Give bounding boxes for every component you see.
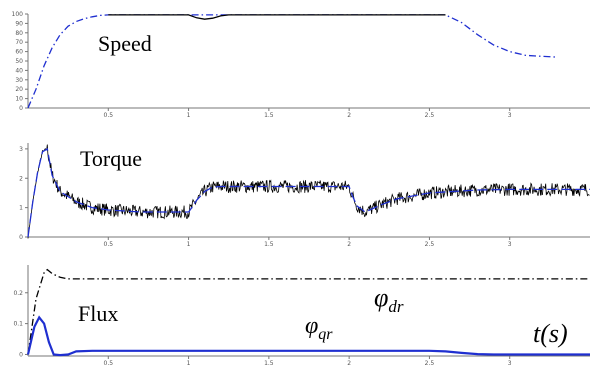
torque-label: Torque: [80, 146, 142, 171]
speed-series-line-0: [27, 14, 558, 109]
flux-y-tick-label: 0.1: [13, 321, 23, 328]
phi-dr-base: φ: [374, 283, 388, 312]
torque-panel: 0.5 1 1.5 2 2.5 3 3 2 1 0 Torque: [19, 143, 590, 248]
torque-y-tick-label: 1: [19, 205, 23, 212]
flux-x-tick-label: 2: [347, 360, 351, 367]
speed-x-tick-label: 2: [347, 112, 351, 119]
flux-y-tick-label: 0.2: [13, 290, 23, 297]
flux-series-line-0: [27, 268, 590, 355]
speed-y-tick-label: 20: [15, 86, 23, 93]
flux-label: Flux: [78, 301, 118, 326]
speed-y-tick-label: 60: [15, 49, 23, 56]
torque-x-tick-label: 3: [508, 241, 512, 248]
torque-y-tick-label: 3: [19, 146, 23, 153]
speed-x-tick-label: 2.5: [425, 112, 435, 119]
time-axis-label: t(s): [533, 319, 568, 348]
torque-y-tick-label: 2: [19, 175, 23, 182]
torque-x-tick-label: 1.5: [264, 241, 274, 248]
speed-x-tick-label: 3: [508, 112, 512, 119]
speed-y-tick-label: 10: [15, 96, 23, 103]
flux-x-tick-label: 3: [508, 360, 512, 367]
flux-x-tick-label: 1: [187, 360, 191, 367]
torque-y-tick-label: 0: [19, 234, 23, 241]
speed-x-tick-label: 0.5: [104, 112, 114, 119]
phi-dr-sub: dr: [388, 297, 404, 316]
flux-x-tick-label: 0.5: [104, 360, 114, 367]
flux-series-line-1: [26, 315, 590, 357]
torque-x-tick-label: 2: [347, 241, 351, 248]
torque-series-line-1: [27, 147, 590, 238]
torque-x-tick-label: 2.5: [425, 241, 435, 248]
speed-series-line-1: [108, 14, 446, 20]
phi-qr-annotation: φqr: [305, 313, 333, 343]
speed-y-tick-label: 90: [15, 20, 23, 27]
speed-y-tick-label: 30: [15, 77, 23, 84]
phi-qr-base: φ: [305, 313, 318, 339]
flux-x-tick-label: 2.5: [425, 360, 435, 367]
torque-x-tick-label: 0.5: [104, 241, 114, 248]
torque-x-tick-label: 1: [187, 241, 191, 248]
speed-x-tick-label: 1.5: [264, 112, 274, 119]
speed-y-tick-label: 0: [19, 105, 23, 112]
speed-y-tick-label: 80: [15, 30, 23, 37]
phi-qr-sub: qr: [318, 326, 333, 343]
speed-x-tick-label: 1: [187, 112, 191, 119]
phi-dr-annotation: φdr: [374, 283, 404, 316]
speed-y-tick-label: 50: [15, 58, 23, 65]
speed-label: Speed: [98, 31, 152, 56]
speed-y-tick-label: 100: [12, 11, 24, 18]
flux-x-tick-label: 1.5: [264, 360, 274, 367]
flux-y-tick-label: 0: [19, 351, 23, 358]
speed-y-tick-label: 40: [15, 67, 23, 74]
speed-y-tick-label: 70: [15, 39, 23, 46]
